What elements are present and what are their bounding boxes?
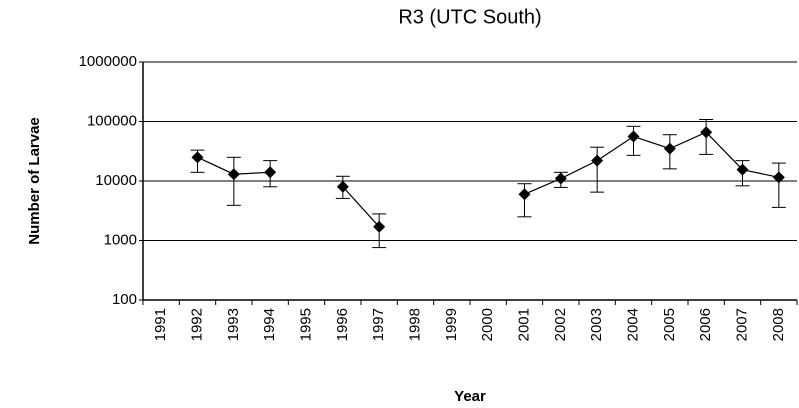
x-tick-label: 2000 <box>479 308 496 341</box>
x-tick-label: 2002 <box>552 308 569 341</box>
data-point <box>700 126 713 139</box>
x-tick-label: 2006 <box>697 308 714 341</box>
x-tick-label: 2003 <box>588 308 605 341</box>
data-point <box>191 151 204 164</box>
x-tick-label: 2005 <box>661 308 678 341</box>
y-tick-label: 1000000 <box>79 53 137 70</box>
data-point <box>554 172 567 185</box>
data-point <box>772 171 785 184</box>
x-tick-label: 1999 <box>443 308 460 341</box>
error-bar <box>590 146 605 193</box>
data-point <box>736 163 749 176</box>
x-axis-title: Year <box>454 388 486 405</box>
data-point <box>336 180 349 193</box>
data-point <box>627 130 640 143</box>
error-bar <box>771 162 786 208</box>
data-point <box>227 168 240 181</box>
data-point <box>591 154 604 167</box>
x-tick-label: 1993 <box>225 308 242 341</box>
x-tick-label: 1996 <box>334 308 351 341</box>
error-bar <box>226 156 241 206</box>
y-tick-label: 100 <box>112 291 137 308</box>
x-tick-label: 2004 <box>624 308 641 341</box>
x-tick-label: 1991 <box>152 308 169 341</box>
chart-title: R3 (UTC South) <box>398 6 541 28</box>
data-point <box>264 166 277 179</box>
data-line <box>197 131 779 228</box>
y-tick-label: 100000 <box>87 112 137 129</box>
x-tick-label: 1995 <box>297 308 314 341</box>
y-tick-label: 10000 <box>95 172 137 189</box>
y-tick-label: 1000 <box>104 231 137 248</box>
x-tick-label: 2008 <box>770 308 787 341</box>
data-point <box>373 220 386 233</box>
data-point <box>663 142 676 155</box>
x-tick-label: 1992 <box>188 308 205 341</box>
x-tick-label: 2001 <box>515 308 532 341</box>
x-tick-label: 1997 <box>370 308 387 341</box>
data-point <box>518 188 531 201</box>
y-axis-title: Number of Larvae <box>26 117 43 245</box>
x-tick-label: 1994 <box>261 308 278 341</box>
x-tick-label: 2007 <box>733 308 750 341</box>
x-tick-label: 1998 <box>406 308 423 341</box>
